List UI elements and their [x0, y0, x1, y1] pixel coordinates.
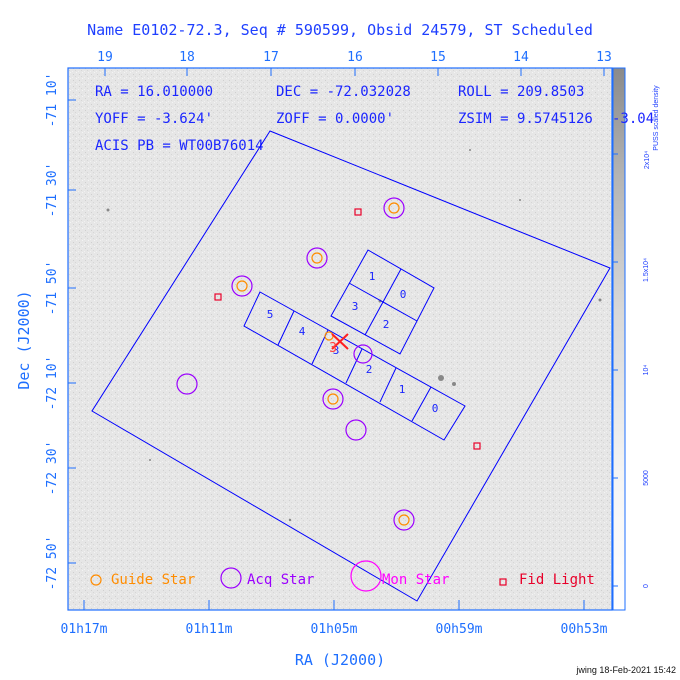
- acq-star: [231, 275, 253, 297]
- top-tick-label: 14: [513, 50, 529, 65]
- target-marker: [331, 333, 349, 350]
- colorbar-top-label: 2x10⁴: [644, 151, 651, 169]
- guide-star: [398, 514, 410, 526]
- y-tick-label: -71 30': [45, 163, 60, 218]
- legend: Guide Star Acq Star Mon Star Fid Light: [90, 560, 595, 592]
- info-yoff: YOFF = -3.624': [95, 111, 213, 127]
- info-zsim-overflow: -3.04: [612, 111, 654, 127]
- chart-title: Name E0102-72.3, Seq # 590599, Obsid 245…: [87, 21, 593, 39]
- acq-star: [353, 344, 373, 364]
- info-zsim: ZSIM = 9.5745126: [458, 111, 593, 127]
- top-tick-label: 18: [179, 50, 195, 65]
- acq-star: [306, 247, 328, 269]
- fid-light: [473, 442, 481, 450]
- ccd-label: 3: [333, 344, 340, 357]
- y-tick-label: -72 50': [45, 536, 60, 591]
- acis-i-array: [330, 249, 435, 355]
- guide-star: [311, 252, 323, 264]
- acq-star: [176, 373, 198, 395]
- legend-acq-label: Acq Star: [247, 572, 314, 588]
- colorbar-label: PUSS scaled density: [653, 85, 660, 151]
- legend-guide-icon: [90, 574, 102, 586]
- acq-star: [322, 388, 344, 410]
- x-axis-label: RA (J2000): [295, 651, 385, 669]
- info-dec: DEC = -72.032028: [276, 84, 411, 100]
- target-label: 3: [329, 341, 337, 356]
- fid-light: [214, 293, 222, 301]
- y-tick-label: -71 50': [45, 261, 60, 316]
- ccd-label: 4: [299, 325, 306, 338]
- footer-stamp: jwing 18-Feb-2021 15:42: [575, 665, 676, 675]
- acq-star: [345, 419, 367, 441]
- axes-frame: [67, 67, 613, 611]
- ccd-label: 2: [383, 318, 390, 331]
- legend-acq-icon: [220, 567, 242, 589]
- y-axis-label: Dec (J2000): [15, 290, 33, 389]
- top-tick-label: 15: [430, 50, 446, 65]
- top-tick-label: 16: [347, 50, 363, 65]
- guide-star: [236, 280, 248, 292]
- x-ticks: [68, 68, 605, 610]
- ccd-label: 0: [432, 402, 439, 415]
- ccd-label: 3: [352, 300, 359, 313]
- legend-fid-icon: [499, 578, 507, 586]
- fid-lights: [214, 208, 481, 450]
- ccd-label: 1: [369, 270, 376, 283]
- x-tick-label: 01h17m: [61, 622, 108, 637]
- colorbar-tick-label: 10⁴: [643, 365, 650, 376]
- field-of-view-outline: [91, 130, 611, 602]
- legend-mon-icon: [350, 560, 382, 592]
- ccd-label: 1: [399, 383, 406, 396]
- legend-guide-label: Guide Star: [111, 572, 195, 588]
- fid-light: [354, 208, 362, 216]
- ccd-label: 2: [366, 363, 373, 376]
- top-tick-label: 17: [263, 50, 279, 65]
- top-tick-label: 19: [97, 50, 113, 65]
- acq-star: [393, 509, 415, 531]
- x-tick-label: 01h05m: [311, 622, 358, 637]
- colorbar-ticks: [613, 153, 618, 587]
- guide-stars: [236, 202, 410, 526]
- colorbar-tick-label: 0: [643, 584, 650, 588]
- info-acis: ACIS PB = WT00B76014: [95, 138, 264, 154]
- info-roll: ROLL = 209.8503: [458, 84, 584, 100]
- guide-star: [388, 202, 400, 214]
- guide-star: [327, 393, 339, 405]
- x-tick-label: 00h59m: [436, 622, 483, 637]
- bright-sources: [106, 149, 602, 522]
- y-tick-label: -72 10': [45, 356, 60, 411]
- colorbar-tick-label: 5000: [643, 470, 650, 486]
- ccd-label: 0: [400, 288, 407, 301]
- x-tick-label: 01h11m: [186, 622, 233, 637]
- acq-stars: [176, 197, 415, 531]
- info-zoff: ZOFF = 0.0000': [276, 111, 394, 127]
- legend-fid-label: Fid Light: [519, 572, 595, 588]
- colorbar-tick-label: 1.5x10⁴: [643, 258, 650, 282]
- info-ra: RA = 16.010000: [95, 84, 213, 100]
- acq-star: [383, 197, 405, 219]
- ccd-label: 5: [267, 308, 274, 321]
- y-tick-label: -71 10': [45, 73, 60, 128]
- top-tick-label: 13: [596, 50, 612, 65]
- sky-image: [68, 68, 612, 610]
- y-tick-label: -72 30': [45, 441, 60, 496]
- acis-s-array: [243, 291, 466, 441]
- legend-mon-label: Mon Star: [382, 572, 449, 588]
- x-tick-label: 00h53m: [561, 622, 608, 637]
- colorbar: [612, 67, 626, 611]
